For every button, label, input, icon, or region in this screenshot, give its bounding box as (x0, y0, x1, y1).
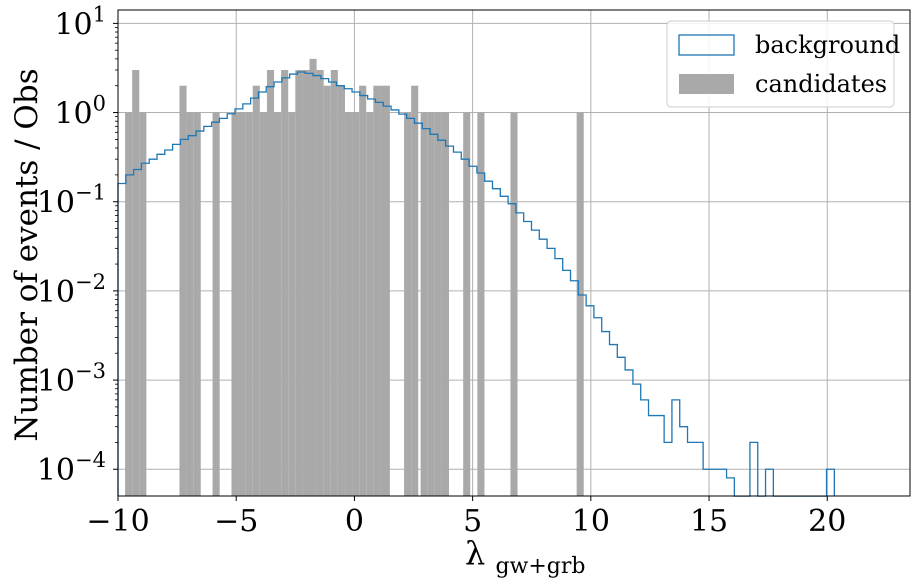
candidate-bar (266, 70, 275, 496)
x-axis-label-main: λ (465, 534, 485, 572)
candidate-bar (380, 85, 390, 497)
candidate-bar (477, 112, 485, 496)
legend-background-label: background (755, 31, 900, 59)
x-axis-label: λ gw+grb (465, 534, 585, 579)
candidate-bar (193, 112, 201, 496)
candidate-bar (295, 70, 303, 496)
candidate-bar (274, 112, 282, 496)
candidate-bar (576, 112, 584, 496)
legend-candidates-label: candidates (755, 70, 887, 98)
candidate-bar (281, 70, 289, 496)
candidate-bar (427, 112, 435, 496)
candidate-bar (288, 112, 296, 496)
x-tick-label: −5 (214, 504, 258, 539)
candidate-bar (420, 112, 428, 496)
candidate-bar (186, 112, 194, 496)
y-axis-ticks: 101 100 10−1 10−2 10−3 10−4 (37, 2, 118, 488)
candidate-bar (323, 85, 331, 497)
y-tick-label: 10−2 (37, 270, 106, 310)
candidate-bar (238, 112, 246, 496)
candidate-bar (463, 112, 471, 496)
candidate-bar (337, 85, 345, 497)
x-axis-ticks: −10 −5 0 5 10 15 20 (86, 496, 846, 539)
candidate-bar (344, 112, 353, 496)
candidate-bar (302, 70, 310, 496)
y-tick-label: 100 (54, 92, 106, 132)
legend-background-swatch (678, 34, 735, 56)
candidate-bar (245, 112, 253, 496)
candidate-bar (359, 85, 367, 497)
plot-frame (117, 9, 911, 497)
y-tick-label: 101 (54, 2, 106, 42)
candidate-bar (373, 85, 381, 497)
candidate-bar (125, 112, 133, 496)
x-tick-label: 0 (345, 504, 364, 539)
candidate-bar (330, 70, 338, 496)
candidate-bar (510, 112, 518, 496)
candidate-bar (309, 58, 317, 496)
x-tick-label: 20 (808, 504, 846, 539)
legend-candidates-swatch (679, 74, 734, 94)
x-tick-label: 5 (463, 504, 482, 539)
candidate-bar (352, 112, 360, 496)
candidate-bar (259, 112, 267, 496)
candidate-bar (179, 85, 187, 497)
x-tick-label: −10 (86, 504, 149, 539)
candidate-bar (132, 70, 140, 496)
candidate-bar (212, 112, 220, 496)
y-tick-label: 10−3 (37, 359, 106, 399)
candidate-bar (404, 112, 412, 496)
candidate-bar (252, 85, 260, 497)
x-tick-label: 15 (690, 504, 728, 539)
candidate-bar (441, 112, 449, 496)
y-tick-label: 10−4 (37, 448, 106, 488)
candidate-bar (139, 112, 147, 496)
x-axis-label-subscript: gw+grb (495, 554, 585, 579)
y-tick-label: 10−1 (37, 181, 106, 221)
candidate-bar (411, 85, 419, 497)
background-step-line (117, 71, 835, 497)
candidate-bar (434, 112, 442, 496)
candidate-bar (366, 112, 374, 496)
x-tick-label: 10 (572, 504, 610, 539)
candidate-bars (125, 58, 584, 497)
candidate-bar (231, 112, 239, 496)
legend: background candidates (666, 20, 900, 108)
y-axis-label: Number of events / Obs (9, 68, 45, 441)
candidate-bar (316, 70, 324, 496)
